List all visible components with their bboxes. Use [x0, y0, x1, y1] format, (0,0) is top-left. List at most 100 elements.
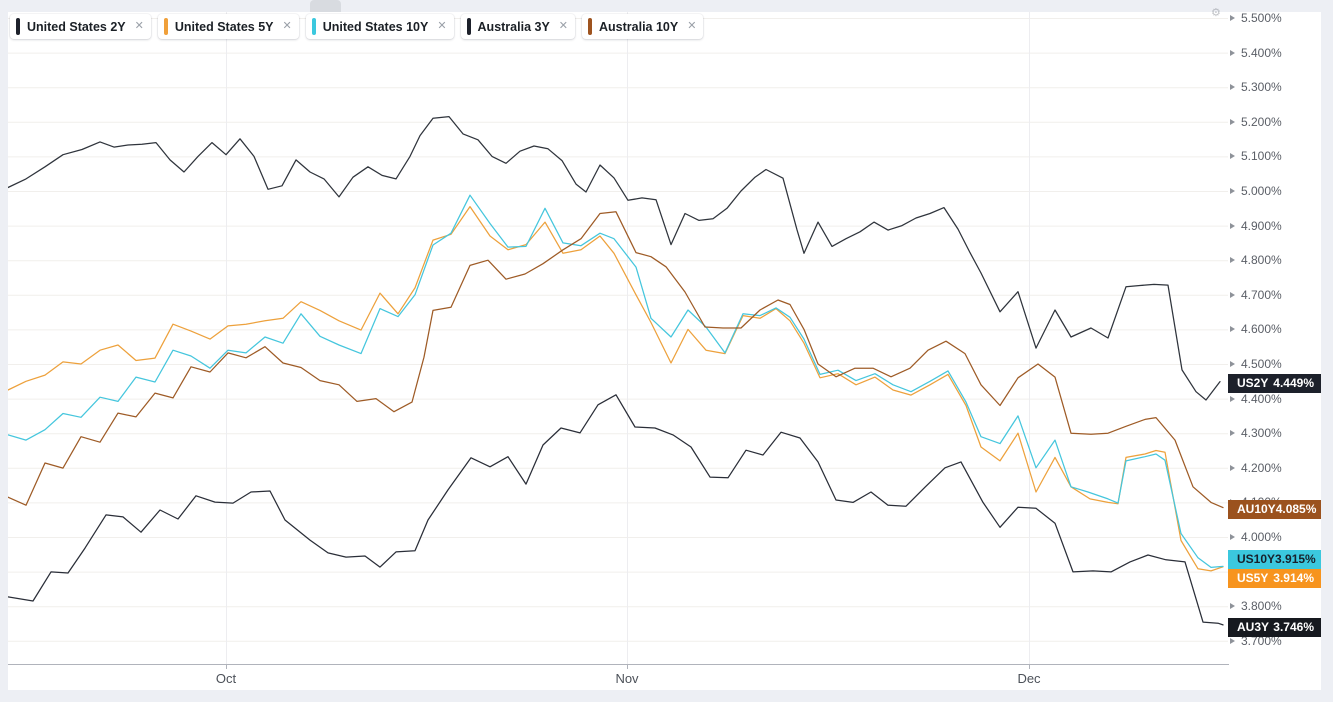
price-tag-symbol: US5Y [1237, 571, 1269, 585]
y-axis-label: 5.400% [1228, 45, 1321, 61]
chart-widget: United States 2Y ✕ United States 5Y ✕ United… [8, 0, 1321, 690]
y-axis-label-text: 5.100% [1241, 149, 1282, 164]
series-line-US5Y[interactable] [8, 205, 1224, 572]
legend-chip-label: Australia 3Y [477, 19, 550, 34]
remove-series-button[interactable]: ✕ [687, 20, 697, 32]
legend-chip[interactable]: United States 5Y ✕ [157, 14, 299, 39]
legend-chip-label: Australia 10Y [599, 19, 679, 34]
price-tag-AU10Y: AU10Y 4.085% [1228, 499, 1321, 519]
x-axis-tick [627, 665, 628, 669]
y-axis-label-text: 4.000% [1241, 530, 1282, 544]
series-color-bar [588, 18, 593, 35]
remove-series-button[interactable]: ✕ [282, 20, 292, 32]
series-line-US2Y[interactable] [8, 115, 1221, 401]
y-axis-label: 4.700% [1228, 287, 1321, 303]
y-axis-label: 5.200% [1228, 114, 1321, 130]
price-tag-symbol: AU10Y [1237, 502, 1276, 516]
price-tag-value: 4.449% [1273, 376, 1314, 390]
series-legend: United States 2Y ✕ United States 5Y ✕ United… [10, 14, 704, 39]
legend-chip[interactable]: United States 2Y ✕ [10, 14, 151, 39]
price-axis-scale[interactable]: 5.500% 5.400% 5.300% 5.200% 5.100% 5.000% 4.90… [1228, 10, 1321, 664]
y-axis-label-text: 4.500% [1241, 357, 1282, 371]
y-axis-label-text: 4.200% [1241, 460, 1282, 475]
tick-arrow-icon [1230, 153, 1235, 160]
y-axis-label: 5.100% [1228, 148, 1321, 164]
price-tag-symbol: US10Y [1237, 552, 1276, 566]
y-axis-label-text: 4.900% [1241, 218, 1282, 233]
y-axis-label: 4.200% [1228, 460, 1321, 476]
series-color-bar [163, 18, 168, 35]
price-tag-value: 3.914% [1273, 571, 1314, 585]
y-axis-label: 5.500% [1228, 10, 1321, 26]
legend-chip[interactable]: United States 10Y ✕ [305, 14, 454, 39]
x-axis-label: Nov [615, 671, 639, 686]
y-axis-label-text: 4.800% [1241, 253, 1282, 268]
tick-arrow-icon [1230, 430, 1235, 437]
series-line-US10Y[interactable] [8, 194, 1224, 569]
tick-arrow-icon [1230, 84, 1235, 91]
tick-arrow-icon [1230, 118, 1235, 125]
y-axis-label-text: 5.200% [1241, 114, 1282, 129]
price-tag-symbol: AU3Y [1237, 620, 1270, 634]
x-axis-label: Oct [215, 671, 237, 686]
y-axis-label-text: 5.500% [1241, 11, 1282, 25]
time-axis-scale[interactable]: Oct Nov Dec [8, 665, 1321, 690]
tick-arrow-icon [1230, 49, 1235, 56]
price-tag-symbol: US2Y [1237, 376, 1269, 390]
price-tag-value: 4.085% [1275, 502, 1317, 516]
tick-arrow-icon [1230, 464, 1235, 471]
y-axis-label-text: 4.400% [1241, 391, 1282, 406]
price-tag-value: 3.915% [1275, 552, 1316, 566]
x-axis-tick [1029, 665, 1030, 669]
y-axis-label: 4.000% [1228, 529, 1321, 545]
price-tag-US5Y: US5Y 3.914% [1228, 568, 1321, 588]
y-axis-label: 5.000% [1228, 183, 1321, 199]
tick-arrow-icon [1230, 291, 1235, 298]
y-axis-label: 4.300% [1228, 425, 1321, 441]
y-axis-label: 3.700% [1228, 633, 1321, 649]
y-axis-label: 4.800% [1228, 252, 1321, 268]
x-axis-tick [226, 665, 227, 669]
series-line-AU3Y[interactable] [8, 394, 1224, 626]
series-color-bar [466, 18, 471, 35]
price-tag-AU3Y: AU3Y 3.746% [1228, 617, 1321, 637]
y-axis-label-text: 4.600% [1241, 322, 1282, 337]
price-tag-value: 3.746% [1273, 620, 1314, 634]
tick-arrow-icon [1230, 361, 1235, 367]
legend-chip[interactable]: Australia 10Y ✕ [582, 14, 704, 39]
tick-arrow-icon [1230, 603, 1235, 610]
y-axis-label-text: 5.000% [1241, 184, 1282, 198]
tick-arrow-icon [1230, 534, 1235, 540]
y-axis-label-text: 3.700% [1241, 633, 1282, 648]
tick-arrow-icon [1230, 326, 1235, 333]
x-axis-label: Dec [1017, 671, 1041, 686]
tick-arrow-icon [1230, 188, 1235, 194]
y-axis-label: 3.800% [1228, 598, 1321, 614]
remove-series-button[interactable]: ✕ [558, 20, 569, 32]
y-axis-label-text: 4.700% [1241, 287, 1282, 302]
y-axis-label: 4.400% [1228, 391, 1321, 407]
tick-arrow-icon [1230, 395, 1235, 402]
remove-series-button[interactable]: ✕ [134, 20, 144, 32]
legend-chip[interactable]: Australia 3Y ✕ [460, 14, 576, 39]
axis-settings-icon[interactable]: ⚙ [1211, 7, 1221, 19]
tick-arrow-icon [1230, 257, 1235, 264]
y-axis-label: 4.900% [1228, 218, 1321, 234]
legend-chip-label: United States 2Y [27, 19, 126, 34]
tick-arrow-icon [1230, 222, 1235, 229]
tick-arrow-icon [1230, 637, 1235, 644]
chart-canvas[interactable] [8, 12, 1228, 664]
legend-chip-label: United States 10Y [322, 19, 429, 34]
remove-series-button[interactable]: ✕ [437, 20, 447, 32]
series-line-AU10Y[interactable] [8, 211, 1224, 509]
price-tag-US10Y: US10Y 3.915% [1228, 549, 1321, 569]
price-tag-US2Y: US2Y 4.449% [1228, 373, 1321, 393]
y-axis-label: 4.500% [1228, 356, 1321, 372]
legend-chip-label: United States 5Y [174, 19, 274, 34]
y-axis-label: 5.300% [1228, 79, 1321, 95]
y-axis-label-text: 4.300% [1241, 426, 1282, 441]
series-color-bar [311, 18, 316, 35]
y-axis-label: 4.600% [1228, 321, 1321, 337]
chart-plot-area[interactable]: United States 2Y ✕ United States 5Y ✕ United… [8, 12, 1229, 665]
